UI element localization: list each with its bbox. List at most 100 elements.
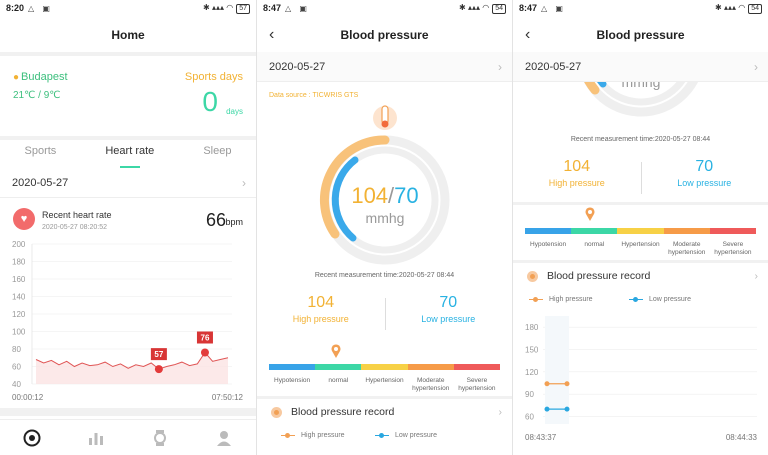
divider [513, 202, 768, 205]
selected-date: 2020-05-27 [12, 177, 69, 189]
y-tick-label: 140 [12, 293, 26, 302]
status-bar: 8:47 △ ▣ ✱ ▴▴▴ ◠ 54 [513, 0, 768, 18]
high-pressure-label: High pressure [548, 178, 605, 188]
page-title: Blood pressure [340, 28, 429, 42]
battery-icon: 57 [236, 4, 250, 14]
y-tick-label: 180 [12, 258, 26, 267]
low-pressure-value: 70 [695, 158, 714, 175]
chevron-right-icon: › [754, 270, 759, 282]
scale-segment-severe [709, 228, 757, 234]
y-tick-label: 60 [525, 413, 534, 422]
y-tick-label: 150 [525, 346, 539, 355]
high-pressure-label: High pressure [292, 314, 349, 324]
min-marker-badge [150, 348, 167, 361]
data-source: Data source : TICWRIS GTS [269, 92, 359, 99]
chevron-right-icon: › [242, 176, 246, 190]
scale-segment-hypotension [269, 364, 316, 370]
scale-label: Hypertension [365, 377, 404, 384]
x-start-label: 08:43:37 [525, 433, 557, 442]
status-time: 8:47 [263, 3, 282, 13]
divider [0, 136, 256, 140]
bp-high-value: 104 [351, 183, 389, 208]
scale-label: normal [584, 241, 605, 248]
y-tick-label: 180 [525, 323, 539, 332]
home-screen: 8:20 △ ▣ ✱ ▴▴▴ ◠ 57 Home ● Budapest 21℃ / … [0, 0, 256, 455]
home-icon[interactable] [22, 428, 42, 448]
bp-category-labels: Hypotension normal Hypertension Moderate… [525, 241, 756, 257]
profile-icon[interactable] [214, 428, 234, 448]
date-selector[interactable]: 2020-05-27 › [0, 168, 256, 198]
status-time: 8:47 [519, 3, 538, 13]
y-tick-label: 100 [12, 328, 26, 337]
blood-pressure-scrolled-screen: 8:47 △ ▣ ✱ ▴▴▴ ◠ 54 ‹ Blood pressure mmhg… [512, 0, 768, 455]
legend-high-label: High pressure [301, 432, 345, 439]
back-arrow-icon[interactable]: ‹ [269, 26, 275, 43]
bp-reading: 104/70 [315, 183, 455, 209]
stats-icon[interactable] [86, 428, 106, 448]
blood-pressure-screen: 8:47 △ ▣ ✱ ▴▴▴ ◠ 54 ‹ Blood pressure 2020… [256, 0, 512, 455]
bp-record-header[interactable]: Blood pressure record › [513, 263, 768, 289]
weather-card[interactable]: ● Budapest 21℃ / 9℃ Sports days 0 days [0, 56, 256, 136]
recent-heart-rate[interactable]: ♥ Recent heart rate 2020-05-27 08:20:52 … [0, 202, 256, 238]
heart-rate-title: Recent heart rate [42, 210, 112, 220]
selected-date: 2020-05-27 [525, 61, 582, 73]
scale-label: Severe hypertension [714, 241, 752, 256]
blood-pressure-gauge [319, 105, 450, 265]
tab-sports[interactable]: Sports [24, 145, 57, 157]
back-arrow-icon[interactable]: ‹ [525, 26, 531, 43]
min-marker-point [154, 365, 163, 374]
legend-low-swatch [629, 296, 643, 302]
bp-category-labels: Hypotension normal Hypertension Moderate… [269, 377, 500, 393]
bp-record-header[interactable]: Blood pressure record › [257, 399, 512, 425]
legend-low-label: Low pressure [649, 296, 692, 303]
watch-icon[interactable] [150, 428, 170, 448]
legend-low: Low pressure [375, 432, 437, 439]
scale-label: Hypotension [530, 241, 567, 248]
y-tick-label: 120 [525, 368, 539, 377]
low-pressure-summary: 70 Low pressure [385, 294, 513, 324]
y-tick-label: 60 [12, 363, 21, 372]
record-icon [271, 407, 282, 418]
notification-icons: △ ▣ [541, 4, 566, 13]
date-selector[interactable]: 2020-05-27 › [257, 52, 512, 82]
bp-record-title: Blood pressure record [291, 406, 395, 418]
divider [0, 408, 256, 416]
top-bar: ‹ Blood pressure [257, 18, 512, 52]
heart-rate-value: 66 [205, 210, 226, 230]
scale-segment-hypertension [617, 228, 664, 234]
y-tick-label: 40 [12, 380, 21, 389]
chart-legend: High pressure Low pressure [257, 430, 512, 444]
status-right-icons: ✱ ▴▴▴ ◠ 57 [203, 3, 250, 14]
legend-low: Low pressure [629, 296, 691, 303]
legend-low-label: Low pressure [395, 432, 438, 439]
tab-heart-rate[interactable]: Heart rate [105, 140, 154, 168]
heart-rate-timestamp: 2020-05-27 08:20:52 [42, 224, 107, 231]
battery-icon: 54 [748, 4, 762, 14]
y-tick-label: 120 [12, 310, 26, 319]
chevron-right-icon: › [498, 60, 502, 74]
legend-high-swatch [281, 432, 295, 438]
scale-label: Moderate hypertension [412, 377, 450, 392]
date-selector[interactable]: 2020-05-27 › [513, 52, 768, 82]
record-icon [527, 271, 538, 282]
scale-label: normal [328, 377, 349, 384]
heart-rate-unit: bpm [225, 217, 243, 227]
tab-sleep[interactable]: Sleep [203, 145, 232, 157]
low-pressure-arc [331, 156, 359, 242]
selection-band [545, 316, 569, 424]
x-end-label: 07:50:12 [212, 393, 244, 402]
scale-marker-icon [585, 207, 595, 221]
legend-low-swatch [375, 432, 389, 438]
city-name: Budapest [21, 71, 68, 83]
pressure-summary: 104 High pressure 70 Low pressure [513, 158, 768, 198]
scale-segment-moderate [663, 228, 710, 234]
scale-segment-moderate [407, 364, 454, 370]
scale-segment-normal [315, 364, 362, 370]
bp-record-title: Blood pressure record [547, 270, 651, 282]
scale-segment-hypertension [361, 364, 408, 370]
status-bar: 8:20 △ ▣ ✱ ▴▴▴ ◠ 57 [0, 0, 256, 18]
y-tick-label: 200 [12, 240, 26, 249]
selected-date: 2020-05-27 [269, 61, 326, 73]
legend-high: High pressure [281, 432, 345, 439]
notification-icons: △ ▣ [285, 4, 310, 13]
